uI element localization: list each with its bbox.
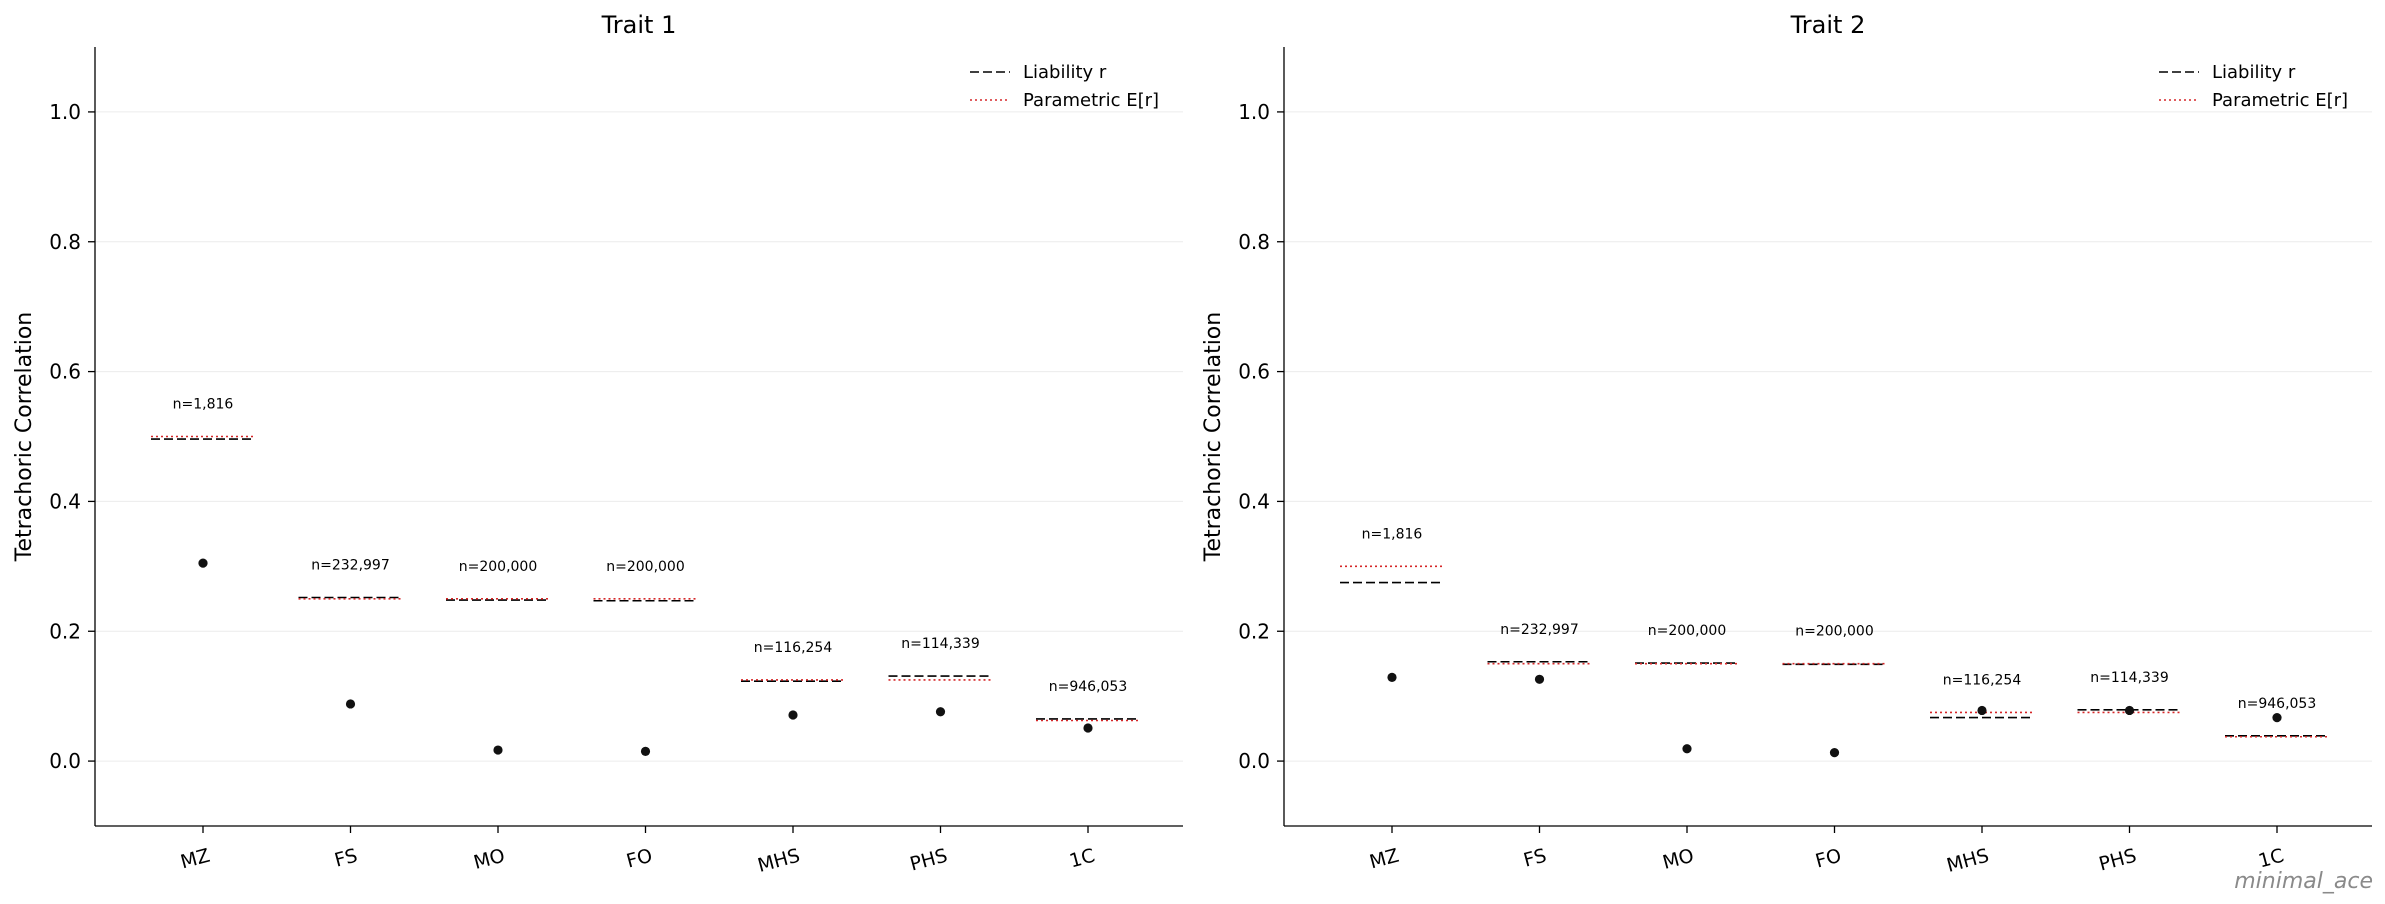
panel-1-n-label: n=232,997 (311, 557, 390, 573)
panel-2-x-tick-label: FS (1521, 845, 1549, 872)
panel-2-n-label: n=114,339 (2090, 670, 2169, 686)
panel-2-y-tick-label: 0.4 (1238, 489, 1270, 513)
panel-2-y-tick-label: 0.0 (1238, 749, 1270, 773)
panel-2-legend-parametric-er-label: Parametric E[r] (2212, 90, 2348, 111)
panel-1-x-tick-label: FO (624, 845, 655, 873)
panel-2-observed-point (1977, 705, 1987, 716)
panel-2-n-label: n=232,997 (1500, 622, 1579, 638)
panel-1-x-tick-label: PHS (908, 845, 950, 876)
panel-1-n-label: n=946,053 (1049, 679, 1128, 695)
panel-1-y-axis-label: Tetrachoric Correlation (12, 312, 37, 562)
panel-2-x-tick-label: FO (1813, 845, 1844, 873)
panel-1-x-tick-label: MHS (755, 845, 802, 877)
panel-1-observed-point (493, 745, 503, 755)
watermark: minimal_ace (2234, 869, 2373, 894)
panel-2-observed-point (2272, 712, 2282, 723)
panel-2-y-tick-label: 0.2 (1238, 619, 1270, 643)
panel-1-observed-point (788, 710, 798, 720)
panel-2-x-tick-label: MHS (1944, 845, 1991, 877)
panel-1-y-tick-label: 0.6 (49, 360, 81, 384)
panel-2-n-label: n=1,816 (1362, 526, 1423, 542)
panel-2-x-tick-label: PHS (2097, 845, 2139, 876)
panel-1-observed-point (640, 746, 651, 756)
panel-2-y-tick-label: 0.6 (1238, 360, 1270, 384)
panel-1-x-tick-label: MZ (178, 845, 212, 874)
panel-1-observed-point (198, 558, 208, 568)
panel-1-n-label: n=200,000 (606, 559, 685, 575)
panel-1-observed-point (345, 699, 356, 709)
panel-1-chart-title: Trait 1 (601, 11, 677, 39)
panel-2-observed-point (1829, 748, 1840, 758)
panel-2-observed-point (1682, 744, 1692, 754)
panel-1-legend-parametric-er-label: Parametric E[r] (1023, 90, 1159, 111)
panel-2-observed-point (1387, 672, 1397, 682)
panel-1-n-label: n=116,254 (754, 640, 833, 656)
panel-1-observed-point (1083, 723, 1093, 733)
panel-2-n-label: n=946,053 (2238, 696, 2317, 712)
panel-1-x-tick-label: 1C (1067, 845, 1097, 873)
panel-2-n-label: n=200,000 (1795, 624, 1874, 640)
panel-2-legend-liability-r-label: Liability r (2212, 62, 2296, 83)
panel-2-observed-point (1534, 674, 1545, 684)
panel-2-n-label: n=116,254 (1943, 672, 2022, 688)
panel-2-n-label: n=200,000 (1648, 623, 1727, 639)
panel-2-x-tick-label: MZ (1367, 845, 1401, 874)
panel-1-n-label: n=114,339 (901, 636, 980, 652)
panel-1-y-tick-label: 0.8 (49, 230, 81, 254)
panel-2-y-axis-label: Tetrachoric Correlation (1201, 312, 1226, 562)
panel-1-legend-liability-r-label: Liability r (1023, 62, 1107, 83)
panel-1-y-tick-label: 0.2 (49, 619, 81, 643)
panel-1-x-tick-label: FS (332, 845, 360, 872)
panel-1-y-tick-label: 0.4 (49, 489, 81, 513)
panel-1-observed-point (935, 707, 946, 717)
panel-2-chart-title: Trait 2 (1790, 11, 1866, 39)
panel-2-y-tick-label: 1.0 (1238, 100, 1270, 124)
panel-1-x-tick-label: MO (471, 845, 507, 874)
panel-1-n-label: n=1,816 (173, 397, 234, 413)
panel-2-observed-point (2124, 705, 2135, 716)
panel-2-y-tick-label: 0.8 (1238, 230, 1270, 254)
panel-2-x-tick-label: MO (1660, 845, 1696, 874)
panel-1-y-tick-label: 0.0 (49, 749, 81, 773)
panel-1-n-label: n=200,000 (459, 559, 538, 575)
panel-1-y-tick-label: 1.0 (49, 100, 81, 124)
